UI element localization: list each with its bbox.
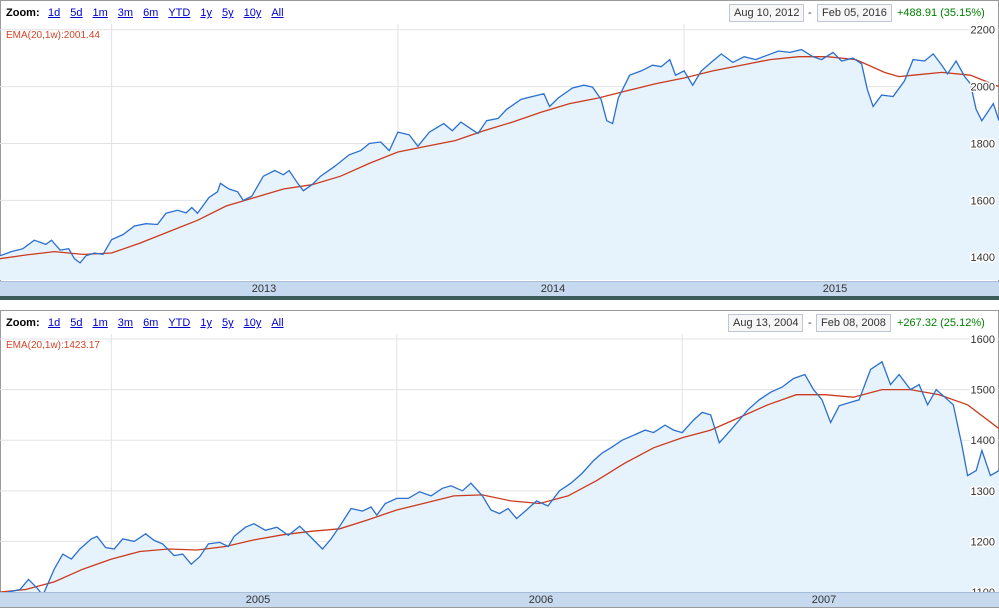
x-tick-label: 2005 bbox=[245, 594, 271, 606]
zoom-5y-link[interactable]: 5y bbox=[221, 317, 234, 329]
zoom-options: 1d 5d 1m 3m 6m YTD 1y 5y 10y All bbox=[48, 317, 284, 329]
zoom-5d-link[interactable]: 5d bbox=[70, 7, 83, 19]
x-tick-label: 2014 bbox=[540, 283, 566, 295]
zoom-all-link[interactable]: All bbox=[271, 7, 284, 19]
end-date-field[interactable]: Feb 08, 2008 bbox=[816, 314, 891, 332]
chart-toolbar: Zoom: 1d 5d 1m 3m 6m YTD 1y 5y 10y All A… bbox=[0, 310, 999, 336]
end-date-field[interactable]: Feb 05, 2016 bbox=[817, 4, 892, 22]
zoom-label: Zoom: bbox=[6, 317, 40, 329]
y-tick-label-overlay: 2200 bbox=[971, 25, 995, 37]
zoom-5d-link[interactable]: 5d bbox=[70, 317, 83, 329]
time-axis[interactable]: 2013 2014 2015 bbox=[0, 281, 999, 296]
chart-panel-top: Zoom: 1d 5d 1m 3m 6m YTD 1y 5y 10y All A… bbox=[0, 0, 999, 296]
price-area bbox=[0, 49, 999, 280]
y-tick-label: 1600 bbox=[971, 334, 995, 346]
x-tick-label: 2007 bbox=[811, 594, 837, 606]
date-separator: - bbox=[808, 317, 812, 329]
zoom-1m-link[interactable]: 1m bbox=[92, 7, 108, 19]
zoom-3m-link[interactable]: 3m bbox=[117, 317, 134, 329]
chart-toolbar: Zoom: 1d 5d 1m 3m 6m YTD 1y 5y 10y All A… bbox=[0, 0, 999, 26]
chart-panel-bottom: Zoom: 1d 5d 1m 3m 6m YTD 1y 5y 10y All A… bbox=[0, 310, 999, 608]
ema-label: EMA(20,1w):2001.44 bbox=[6, 30, 100, 41]
start-date-field[interactable]: Aug 10, 2012 bbox=[729, 4, 805, 22]
zoom-10y-link[interactable]: 10y bbox=[243, 7, 262, 19]
zoom-1y-link[interactable]: 1y bbox=[200, 317, 212, 329]
zoom-ytd-link[interactable]: YTD bbox=[168, 317, 191, 329]
y-tick-label: 1500 bbox=[971, 385, 995, 397]
y-tick-label-overlay: 1500 bbox=[971, 385, 995, 397]
panel-divider bbox=[0, 296, 999, 300]
x-tick-label: 2006 bbox=[528, 594, 554, 606]
zoom-6m-link[interactable]: 6m bbox=[143, 7, 159, 19]
time-axis[interactable]: 2005 2006 2007 bbox=[0, 592, 999, 607]
zoom-3m-link[interactable]: 3m bbox=[117, 7, 134, 19]
y-tick-label: 2000 bbox=[971, 82, 995, 94]
zoom-6m-link[interactable]: 6m bbox=[143, 317, 159, 329]
start-date-field[interactable]: Aug 13, 2004 bbox=[728, 314, 804, 332]
y-tick-label-overlay: 1100 bbox=[971, 587, 995, 592]
ema-label: EMA(20,1w):1423.17 bbox=[6, 340, 100, 351]
y-tick-label-overlay: 1600 bbox=[971, 334, 995, 346]
y-tick-label-overlay: 1300 bbox=[971, 486, 995, 498]
y-tick-label-overlay: 2000 bbox=[971, 82, 995, 94]
price-line bbox=[0, 48, 999, 264]
x-tick-label: 2013 bbox=[251, 283, 277, 295]
price-change: +488.91 (35.15%) bbox=[897, 7, 985, 19]
zoom-1m-link[interactable]: 1m bbox=[92, 317, 108, 329]
price-area bbox=[0, 361, 999, 592]
zoom-1y-link[interactable]: 1y bbox=[200, 7, 212, 19]
zoom-all-link[interactable]: All bbox=[271, 317, 284, 329]
zoom-options: 1d 5d 1m 3m 6m YTD 1y 5y 10y All bbox=[48, 7, 284, 19]
zoom-label: Zoom: bbox=[6, 7, 40, 19]
price-chart[interactable]: 1100120013001400150016001100120013001400… bbox=[0, 334, 999, 592]
y-tick-label-overlay: 1800 bbox=[971, 138, 995, 150]
price-line bbox=[7, 360, 999, 592]
date-separator: - bbox=[808, 7, 812, 19]
price-change: +267.32 (25.12%) bbox=[897, 317, 985, 329]
y-tick-label-overlay: 1400 bbox=[971, 252, 995, 264]
price-chart[interactable]: 1400160018002000220014001600180020002200 bbox=[0, 24, 999, 280]
y-tick-label-overlay: 1600 bbox=[971, 195, 995, 207]
y-tick-label: 1400 bbox=[971, 435, 995, 447]
zoom-10y-link[interactable]: 10y bbox=[243, 317, 262, 329]
zoom-ytd-link[interactable]: YTD bbox=[168, 7, 191, 19]
y-tick-label-overlay: 1400 bbox=[971, 435, 995, 447]
zoom-1d-link[interactable]: 1d bbox=[48, 7, 61, 19]
y-tick-label-overlay: 1200 bbox=[971, 536, 995, 548]
y-tick-label: 2200 bbox=[971, 25, 995, 37]
zoom-5y-link[interactable]: 5y bbox=[221, 7, 234, 19]
zoom-1d-link[interactable]: 1d bbox=[48, 317, 61, 329]
x-tick-label: 2015 bbox=[822, 283, 848, 295]
ema-line bbox=[0, 388, 999, 592]
